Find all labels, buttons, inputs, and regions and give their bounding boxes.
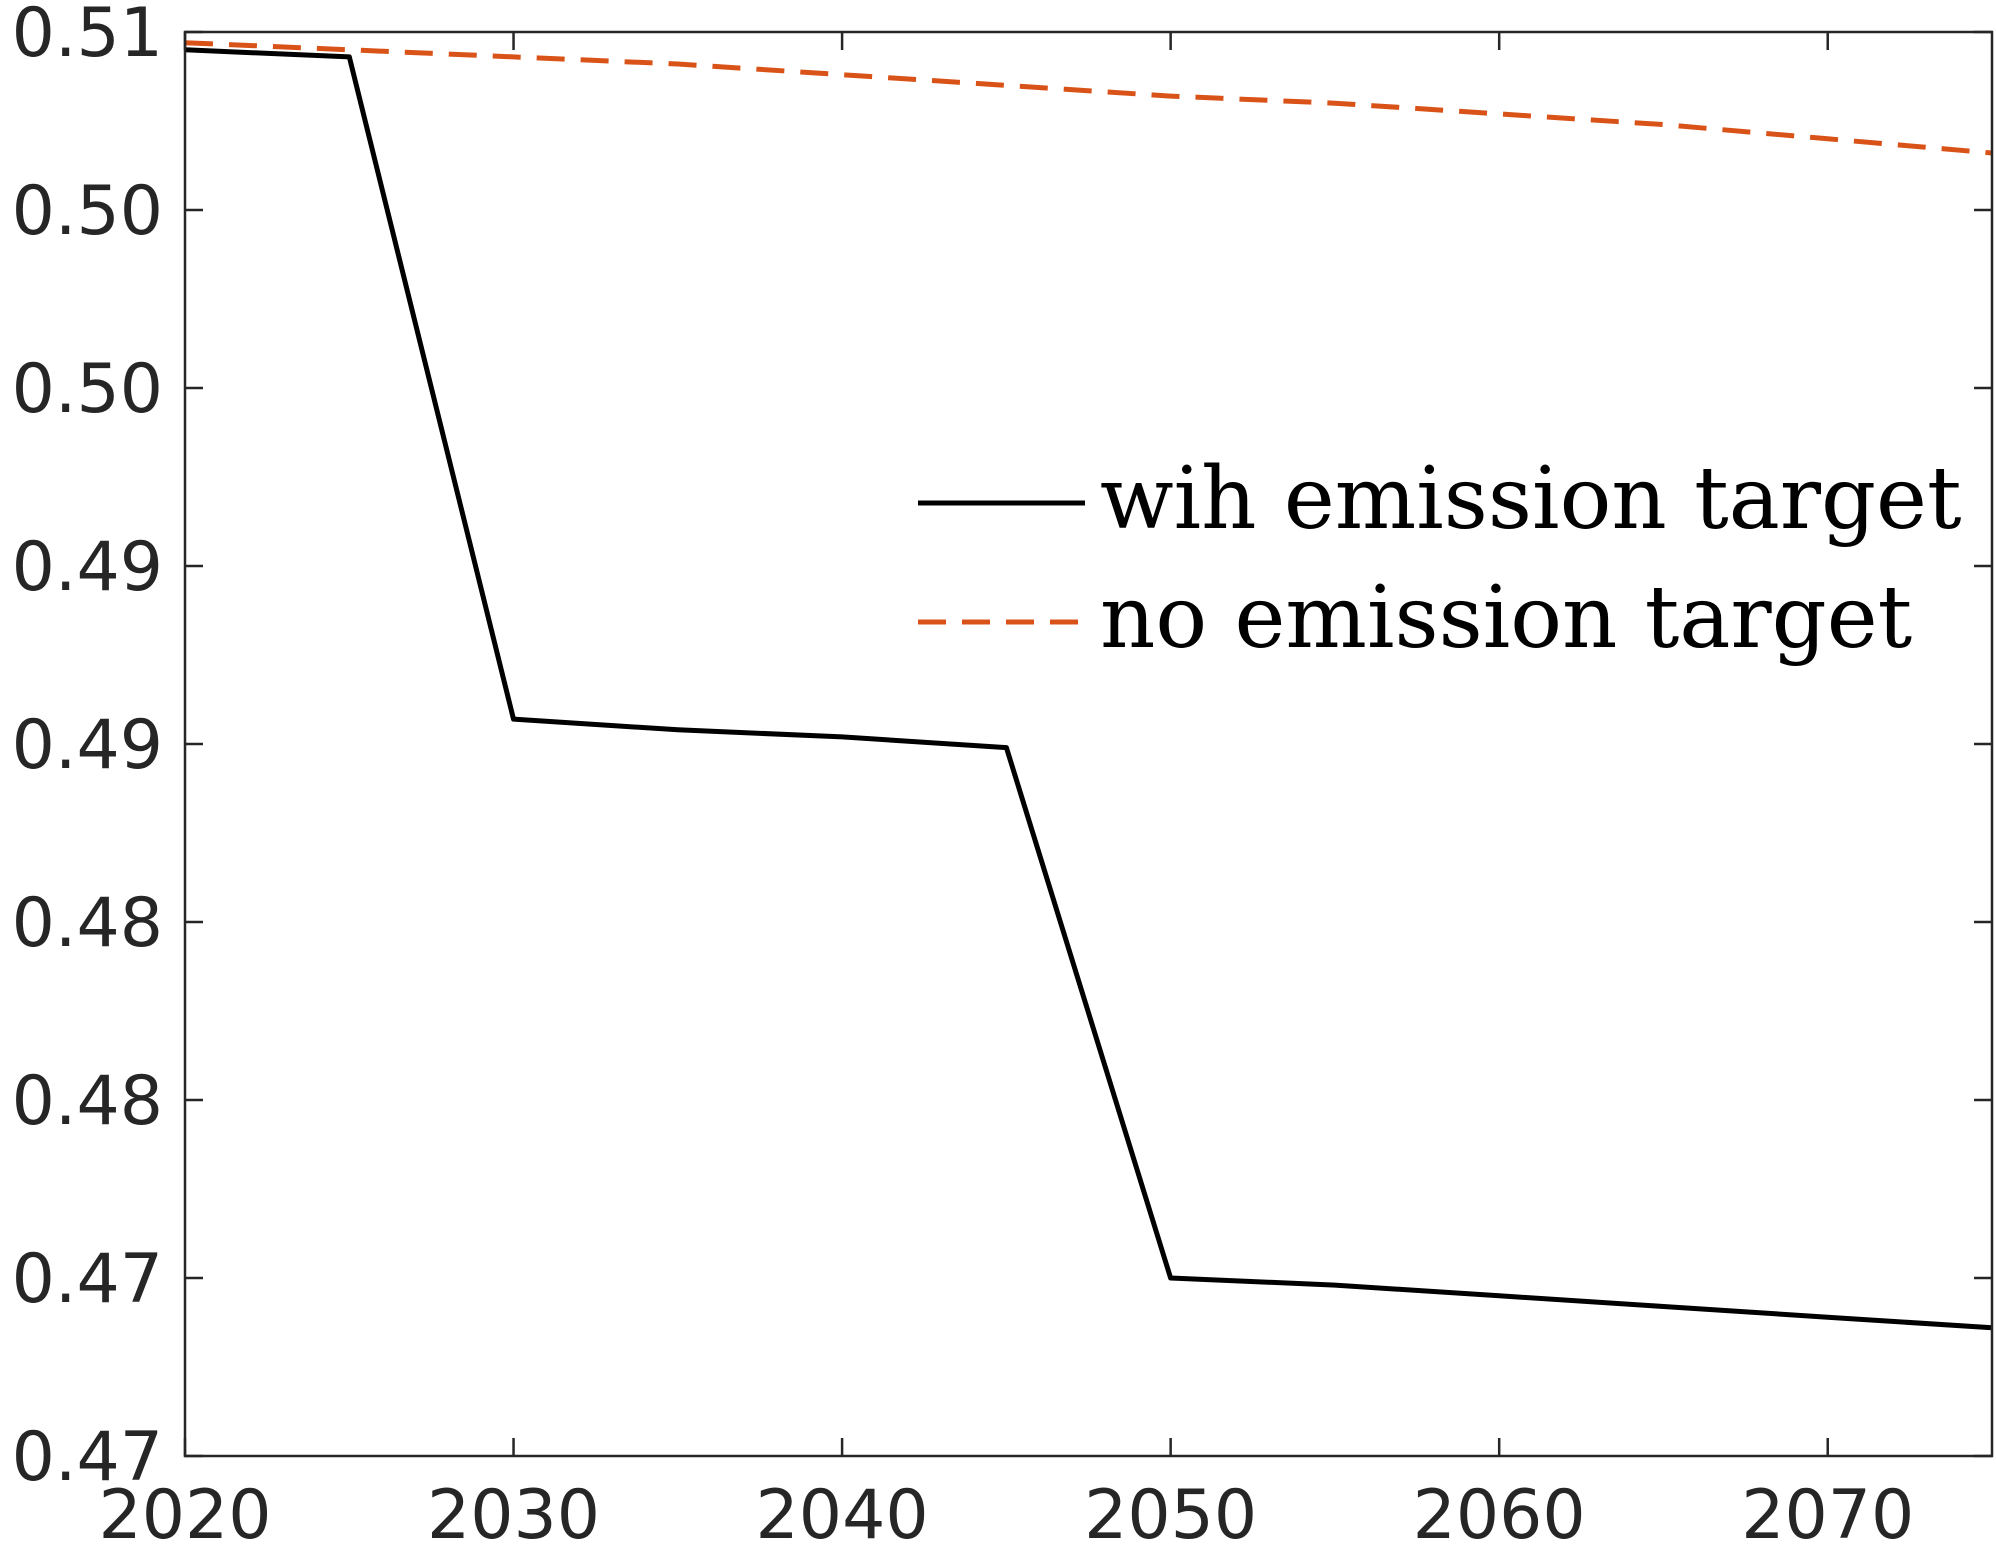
y-tick-label: 0.48 bbox=[12, 884, 163, 963]
series-layer bbox=[184, 40, 1993, 1331]
y-tick-label: 0.47 bbox=[12, 1240, 163, 1319]
legend-label-0: wih emission target bbox=[1100, 449, 1962, 549]
x-tick-label: 2020 bbox=[98, 1476, 271, 1554]
y-tick-label: 0.49 bbox=[12, 706, 163, 785]
x-tick-label: 2030 bbox=[427, 1476, 600, 1554]
y-tick-label: 0.50 bbox=[12, 350, 163, 429]
axes-box bbox=[183, 30, 1994, 1458]
y-tick-label: 0.50 bbox=[12, 172, 163, 251]
legend: wih emission target no emission target bbox=[918, 449, 1962, 668]
series-line-1 bbox=[184, 40, 1993, 156]
axes: 2020 2030 2040 2050 2060 2070 0.47 0.47 0.48 0.48… bbox=[12, 0, 1994, 1554]
x-tick-label: 2050 bbox=[1084, 1476, 1257, 1554]
y-tick-label: 0.51 bbox=[12, 0, 163, 73]
series-line-0 bbox=[184, 47, 1993, 1331]
x-tick-label: 2040 bbox=[756, 1476, 929, 1554]
y-tick-label: 0.48 bbox=[12, 1062, 163, 1141]
x-tick-label: 2060 bbox=[1413, 1476, 1586, 1554]
y-tick-label: 0.49 bbox=[12, 528, 163, 607]
y-tick-label: 0.47 bbox=[12, 1418, 163, 1497]
legend-label-1: no emission target bbox=[1100, 568, 1912, 668]
x-tick-label: 2070 bbox=[1741, 1476, 1914, 1554]
